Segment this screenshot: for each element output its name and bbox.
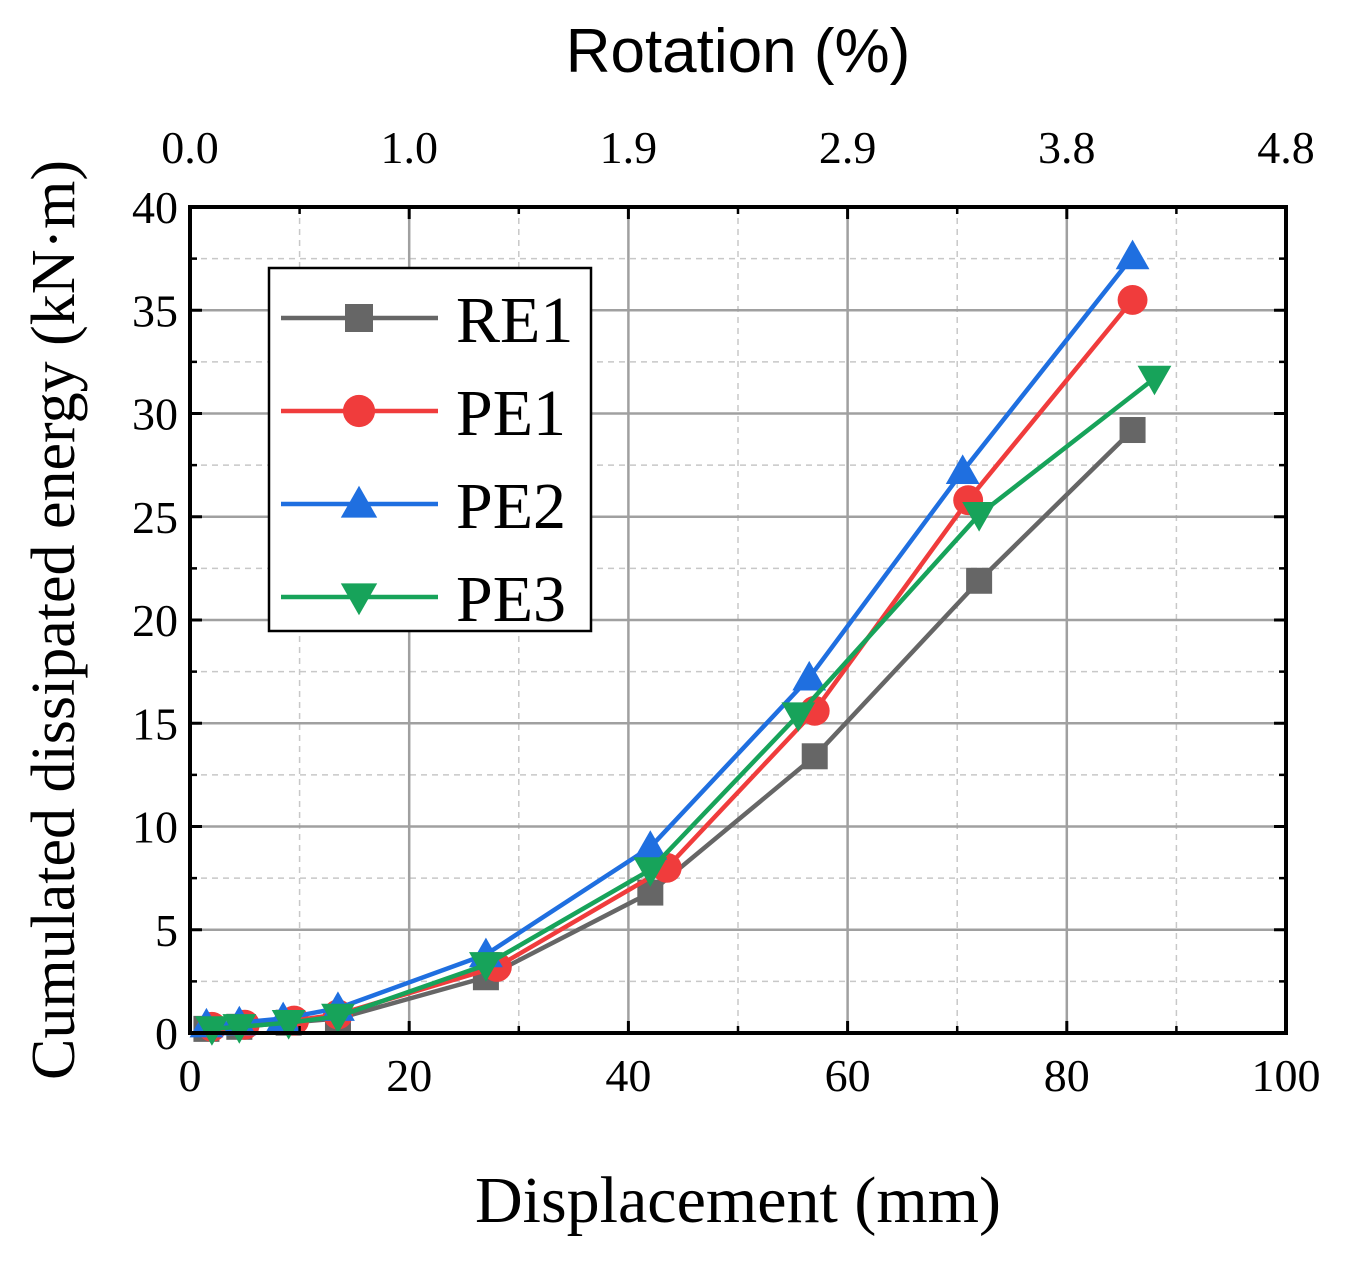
- data-point: [781, 702, 816, 732]
- x2-tick-label: 1.0: [380, 122, 438, 173]
- y-tick-label: 40: [132, 182, 178, 233]
- ticks: [188, 205, 1288, 1035]
- legend: RE1 PE1 PE2 PE3: [267, 266, 593, 636]
- x2-tick-label: 1.9: [600, 122, 658, 173]
- grid: [190, 207, 1286, 1033]
- data-point: [222, 1014, 257, 1044]
- y-axis-label: Cumulated dissipated energy (kN·m): [20, 160, 88, 1080]
- data-point: [633, 857, 668, 887]
- data-point: [792, 660, 827, 691]
- y-tick-label: 10: [132, 802, 178, 853]
- y-tick-label: 5: [155, 905, 178, 956]
- y-tick-label: 35: [132, 285, 178, 336]
- data-point: [1117, 284, 1148, 315]
- data-point: [945, 454, 980, 484]
- x-tick-label: 0: [179, 1050, 202, 1101]
- data-point: [1137, 365, 1172, 396]
- x2-tick-label: 3.8: [1038, 122, 1096, 173]
- data-point: [469, 952, 503, 982]
- series-group: [189, 239, 1172, 1046]
- data-point: [345, 304, 373, 332]
- x2-tick-label: 2.9: [819, 122, 877, 173]
- legend-item-re1: RE1: [281, 284, 573, 357]
- x2-tick-label: 4.8: [1257, 122, 1315, 173]
- x-tick-label: 40: [605, 1050, 651, 1101]
- data-point: [1115, 239, 1150, 270]
- x-tick-label: 60: [825, 1050, 871, 1101]
- legend-item-pe1: PE1: [281, 377, 566, 450]
- data-point: [1119, 417, 1146, 444]
- tick-labels: 0 20 40 60 80 100 0.0 1.0 1.9 2.9 3.8 4.8 0 5 10 15 20 25…: [132, 122, 1321, 1101]
- series-pe3: [195, 365, 1172, 1046]
- legend-label: RE1: [456, 284, 573, 357]
- y-tick-label: 0: [155, 1008, 178, 1059]
- data-point: [342, 394, 376, 428]
- legend-label: PE3: [456, 563, 566, 636]
- data-point: [195, 1016, 229, 1046]
- data-point: [340, 485, 378, 518]
- data-point: [962, 502, 997, 532]
- data-point: [633, 830, 668, 860]
- data-point: [966, 567, 993, 594]
- x-tick-label: 20: [386, 1050, 432, 1101]
- y-tick-label: 20: [132, 595, 178, 646]
- x-axis-label: Displacement (mm): [475, 1164, 1001, 1237]
- legend-label: PE2: [456, 470, 566, 543]
- y-tick-label: 15: [132, 698, 178, 749]
- legend-item-pe2: PE2: [281, 470, 566, 543]
- data-point: [801, 743, 828, 770]
- x-tick-label: 100: [1252, 1050, 1321, 1101]
- legend-item-pe3: PE3: [281, 563, 566, 636]
- data-point: [340, 583, 378, 616]
- legend-label: PE1: [456, 377, 566, 450]
- legend-box: [267, 266, 593, 633]
- x2-tick-label: 0.0: [161, 122, 219, 173]
- y-tick-label: 25: [132, 492, 178, 543]
- top-axis-label: Rotation (%): [566, 17, 911, 86]
- y-tick-label: 30: [132, 389, 178, 440]
- data-point: [321, 1003, 355, 1034]
- data-point: [271, 1010, 306, 1040]
- x-tick-label: 80: [1044, 1050, 1090, 1101]
